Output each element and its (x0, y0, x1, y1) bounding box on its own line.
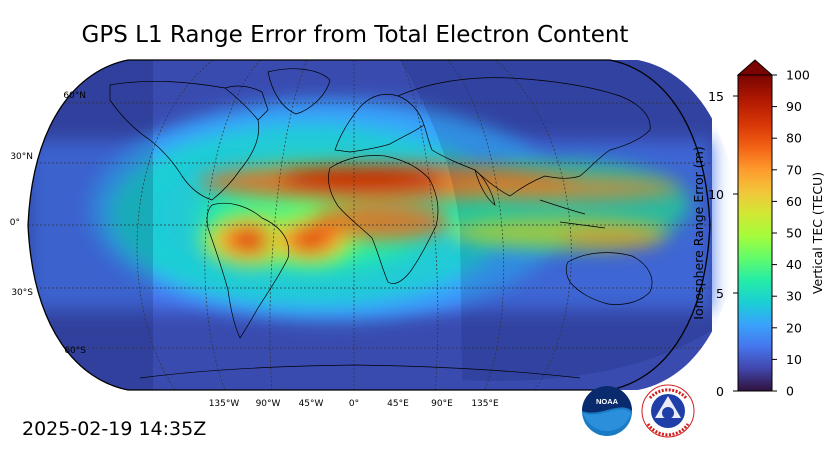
left-axis-label: Ionosphere Range Error (m) (691, 146, 706, 319)
right-tick-label: 70 (786, 162, 802, 177)
lon-label-135w: 135°W (209, 399, 240, 409)
night-shade-east (400, 60, 712, 381)
right-tick-label: 0 (786, 384, 794, 399)
left-tick-5: 5 (716, 286, 724, 301)
tec-field (28, 60, 712, 390)
lat-label-60s: 60°S (64, 346, 86, 356)
lon-label-0: 0° (349, 399, 359, 409)
lat-label-30s: 30°S (11, 288, 33, 298)
noaa-logo: NOAA (582, 386, 632, 436)
lon-label-90w: 90°W (256, 399, 281, 409)
lat-label-0: 0° (10, 218, 20, 228)
chart-title: GPS L1 Range Error from Total Electron C… (81, 22, 629, 48)
nws-logo (641, 384, 695, 438)
right-tick-label: 80 (786, 131, 802, 146)
right-tick-label: 50 (786, 226, 802, 241)
right-tick-label: 40 (786, 257, 802, 272)
coastlines (109, 68, 653, 379)
colorbar-body (737, 74, 773, 392)
right-tick-label: 30 (786, 289, 802, 304)
timestamp: 2025-02-19 14:35Z (22, 418, 207, 440)
colorbar-extend-arrow (736, 59, 774, 76)
night-shade-west (28, 60, 153, 390)
lon-label-45w: 45°W (299, 399, 324, 409)
left-tick-0: 0 (716, 384, 724, 399)
lon-label-45e: 45°E (387, 399, 409, 409)
right-tick-label: 10 (786, 352, 802, 367)
lon-label-135e: 135°E (471, 399, 499, 409)
noaa-logo-text: NOAA (596, 397, 619, 406)
colorbar: 0 5 10 15 Ionosphere Range Error (m) 0 10… (691, 59, 825, 399)
right-tick-label: 90 (786, 99, 802, 114)
right-tick-label: 100 (786, 68, 810, 83)
left-tick-10: 10 (708, 187, 724, 202)
lon-label-90e: 90°E (431, 399, 453, 409)
left-tick-15: 15 (708, 89, 724, 104)
right-tick-label: 60 (786, 194, 802, 209)
lat-label-30n: 30°N (10, 152, 33, 162)
right-tick-label: 20 (786, 320, 802, 335)
right-axis-label: Vertical TEC (TECU) (810, 172, 825, 294)
lat-label-60n: 60°N (63, 91, 86, 101)
